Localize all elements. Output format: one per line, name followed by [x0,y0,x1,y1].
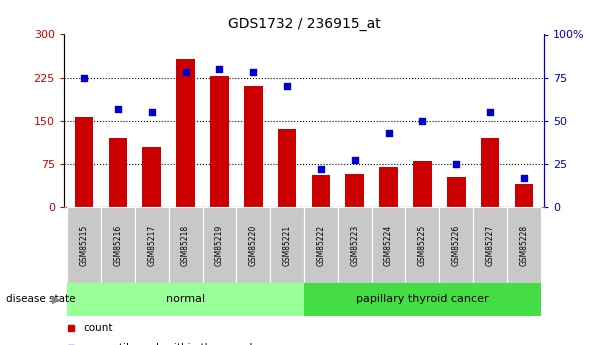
Bar [237,207,270,283]
Text: GSM85219: GSM85219 [215,224,224,266]
Text: ▶: ▶ [52,294,61,304]
Point [79,75,89,80]
Text: GSM85215: GSM85215 [80,224,89,266]
Bar [473,207,507,283]
Point [181,70,190,75]
Text: disease state: disease state [6,294,75,304]
Point [282,83,292,89]
Text: GSM85222: GSM85222 [316,224,325,266]
Text: GSM85226: GSM85226 [452,224,461,266]
Point [384,130,393,136]
Text: papillary thyroid cancer: papillary thyroid cancer [356,294,489,304]
Text: normal: normal [166,294,205,304]
Text: GSM85223: GSM85223 [350,224,359,266]
Text: GSM85225: GSM85225 [418,224,427,266]
Point [147,109,157,115]
Point [350,158,359,163]
Bar [270,207,304,283]
Bar [109,138,127,207]
Point [215,66,224,72]
Point [113,106,123,111]
Bar [304,207,338,283]
Text: GSM85220: GSM85220 [249,224,258,266]
Bar [413,161,432,207]
Bar [101,207,135,283]
Text: GSM85216: GSM85216 [114,224,122,266]
Text: GSM85217: GSM85217 [147,224,156,266]
Bar [278,129,296,207]
Bar [447,177,466,207]
Point [485,109,495,115]
Bar [244,86,263,207]
Title: GDS1732 / 236915_at: GDS1732 / 236915_at [227,17,381,31]
Point [451,161,461,167]
Bar [135,207,168,283]
Bar [338,207,371,283]
Bar [67,207,101,283]
Point [316,166,326,172]
Bar [142,147,161,207]
Bar [371,207,406,283]
Text: GSM85221: GSM85221 [283,224,292,266]
Bar [210,76,229,207]
Text: GSM85218: GSM85218 [181,224,190,266]
Bar [304,283,541,316]
Bar [406,207,440,283]
Text: percentile rank within the sample: percentile rank within the sample [83,343,259,345]
Bar [345,174,364,207]
Bar [168,207,202,283]
Bar [481,138,499,207]
Point [519,175,529,180]
Text: GSM85228: GSM85228 [519,224,528,266]
Bar [514,184,533,207]
Text: count: count [83,323,112,333]
Bar [202,207,237,283]
Text: GSM85227: GSM85227 [486,224,494,266]
Bar [67,283,304,316]
Bar [440,207,473,283]
Text: GSM85224: GSM85224 [384,224,393,266]
Point [249,70,258,75]
Point [418,118,427,124]
Bar [75,117,94,207]
Bar [507,207,541,283]
Bar [312,175,330,207]
Bar [176,59,195,207]
Bar [379,167,398,207]
